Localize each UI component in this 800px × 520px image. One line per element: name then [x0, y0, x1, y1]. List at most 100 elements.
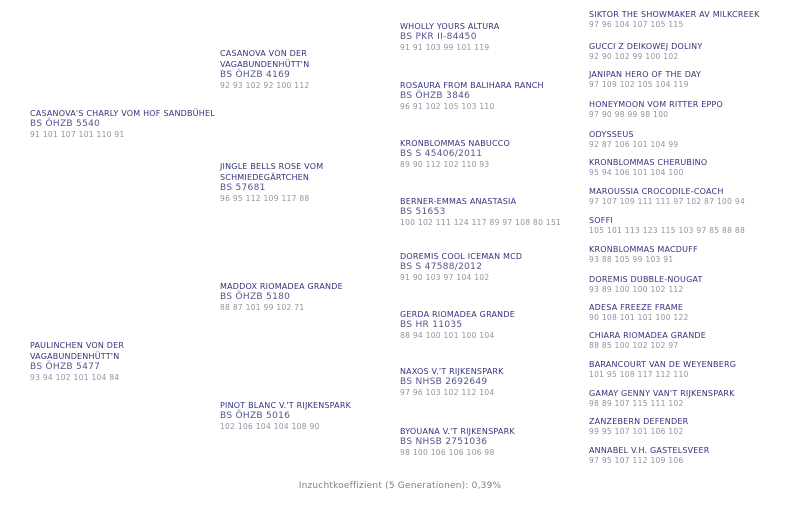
pedigree-entry: KRONBLOMMAS MACDUFF 93 88 105 99 103 91 [589, 244, 798, 265]
dog-name-link[interactable]: CASANOVA'S CHARLY VOM HOF SANDBÜHEL [30, 109, 215, 118]
registration-number: BS ÖHZB 5016 [220, 411, 291, 421]
dog-name-link[interactable]: JINGLE BELLS ROSE VOM SCHMIEDEGÄRTCHEN [220, 162, 324, 182]
score-values: 96 95 112 109 117 88 [220, 194, 310, 203]
pedigree-entry: ROSAURA FROM BALIHARA RANCH BS ÖHZB 3846… [400, 80, 586, 112]
registration-number: BS ÖHZB 5540 [30, 119, 101, 129]
dog-name-link[interactable]: PINOT BLANC V.'T RIJKENSPARK [220, 401, 352, 410]
dog-name-link[interactable]: BYOUANA V.'T RIJKENSPARK [400, 427, 515, 436]
pedigree-entry: GAMAY GENNY VAN'T RIJKENSPARK 98 89 107 … [589, 388, 798, 409]
dog-name-link[interactable]: CASANOVA VON DER VAGABUNDENHÜTT'N [220, 49, 310, 69]
pedigree-entry: JINGLE BELLS ROSE VOM SCHMIEDEGÄRTCHEN B… [220, 161, 396, 204]
pedigree-entry: BARANCOURT VAN DE WEYENBERG 101 95 108 1… [589, 359, 798, 380]
pedigree-entry: HONEYMOON VOM RITTER EPPO 97 90 98 99 98… [589, 99, 798, 120]
dog-name-link[interactable]: ANNABEL V.H. GASTELSVEER [589, 446, 710, 455]
score-values: 91 101 107 101 110 91 [30, 130, 125, 139]
registration-number: BS HR 11035 [400, 320, 463, 330]
pedigree-entry: KRONBLOMMAS NABUCCO BS S 45406/2011 89 9… [400, 138, 586, 170]
generation-4-column: SIKTOR THE SHOWMAKER AV MILKCREEK 97 96 … [589, 0, 798, 520]
dog-name-link[interactable]: SOFFI [589, 216, 613, 225]
dog-name-link[interactable]: KRONBLOMMAS NABUCCO [400, 139, 511, 148]
dog-name-link[interactable]: JANIPAN HERO OF THE DAY [589, 70, 702, 79]
registration-number: BS 51653 [400, 207, 446, 217]
score-values: 93 94 102 101 104 84 [30, 373, 120, 382]
registration-number: BS PKR II-84450 [400, 32, 477, 42]
pedigree-entry: GERDA RIOMADEA GRANDE BS HR 11035 88 94 … [400, 309, 586, 341]
score-values: 88 85 100 102 102 97 [589, 341, 679, 350]
pedigree-entry: BYOUANA V.'T RIJKENSPARK BS NHSB 2751036… [400, 426, 586, 458]
dog-name-link[interactable]: CHIARA RIOMADEA GRANDE [589, 331, 707, 340]
score-values: 88 87 101 99 102 71 [220, 303, 305, 312]
dog-name-link[interactable]: HONEYMOON VOM RITTER EPPO [589, 100, 724, 109]
dog-name-link[interactable]: GERDA RIOMADEA GRANDE [400, 310, 515, 319]
score-values: 92 90 102 99 100 102 [589, 52, 679, 61]
inbreeding-coefficient: Inzuchtkoeffizient (5 Generationen): 0,3… [298, 481, 502, 491]
score-values: 92 93 102 92 100 112 [220, 81, 310, 90]
registration-number: BS S 47588/2012 [400, 262, 483, 272]
score-values: 93 89 100 100 102 112 [589, 285, 684, 294]
dog-name-link[interactable]: PAULINCHEN VON DER VAGABUNDENHÜTT'N [30, 341, 125, 361]
generation-3-column: WHOLLY YOURS ALTURA BS PKR II-84450 91 9… [400, 0, 586, 520]
pedigree-entry: CHIARA RIOMADEA GRANDE 88 85 100 102 102… [589, 330, 798, 351]
score-values: 97 109 102 105 104 119 [589, 80, 689, 89]
dog-name-link[interactable]: ZANZEBERN DEFENDER [589, 417, 689, 426]
pedigree-entry: KRONBLOMMAS CHERUBINO 95 94 106 101 104 … [589, 157, 798, 178]
dog-name-link[interactable]: DOREMIS COOL ICEMAN MCD [400, 252, 523, 261]
score-values: 91 91 103 99 101 119 [400, 43, 490, 52]
score-values: 92 87 106 101 104 99 [589, 140, 679, 149]
dog-name-link[interactable]: BARANCOURT VAN DE WEYENBERG [589, 360, 737, 369]
registration-number: BS NHSB 2751036 [400, 437, 488, 447]
dog-name-link[interactable]: MADDOX RIOMADEA GRANDE [220, 282, 343, 291]
registration-number: BS 57681 [220, 183, 266, 193]
dog-name-link[interactable]: DOREMIS DUBBLE-NOUGAT [589, 275, 703, 284]
score-values: 96 91 102 105 103 110 [400, 102, 495, 111]
score-values: 100 102 111 124 117 89 97 108 80 151 [400, 218, 562, 227]
score-values: 97 90 98 99 98 100 [589, 110, 669, 119]
pedigree-entry: DOREMIS COOL ICEMAN MCD BS S 47588/2012 … [400, 251, 586, 283]
registration-number: BS NHSB 2692649 [400, 377, 488, 387]
score-values: 98 89 107 115 111 102 [589, 399, 684, 408]
score-values: 97 96 104 107 105 115 [589, 20, 684, 29]
pedigree-entry: ZANZEBERN DEFENDER 99 95 107 101 106 102 [589, 416, 798, 437]
score-values: 89 90 112 102 110 93 [400, 160, 490, 169]
pedigree-entry: BERNER-EMMAS ANASTASIA BS 51653 100 102 … [400, 196, 586, 228]
pedigree-entry: ANNABEL V.H. GASTELSVEER 97 95 107 112 1… [589, 445, 798, 466]
pedigree-entry: DOREMIS DUBBLE-NOUGAT 93 89 100 100 102 … [589, 274, 798, 295]
score-values: 91 90 103 97 104 102 [400, 273, 490, 282]
score-values: 99 95 107 101 106 102 [589, 427, 684, 436]
pedigree-entry: GUCCI Z DEIKOWEJ DOLINY 92 90 102 99 100… [589, 41, 798, 62]
dog-name-link[interactable]: WHOLLY YOURS ALTURA [400, 22, 500, 31]
dog-name-link[interactable]: KRONBLOMMAS MACDUFF [589, 245, 698, 254]
dog-name-link[interactable]: GUCCI Z DEIKOWEJ DOLINY [589, 42, 703, 51]
pedigree-entry: JANIPAN HERO OF THE DAY 97 109 102 105 1… [589, 69, 798, 90]
pedigree-entry: SOFFI 105 101 113 123 115 103 97 85 88 8… [589, 215, 798, 236]
score-values: 90 108 101 101 100 122 [589, 313, 689, 322]
dog-name-link[interactable]: SIKTOR THE SHOWMAKER AV MILKCREEK [589, 10, 760, 19]
generation-2-column: CASANOVA VON DER VAGABUNDENHÜTT'N BS ÖHZ… [220, 0, 396, 520]
dog-name-link[interactable]: ROSAURA FROM BALIHARA RANCH [400, 81, 544, 90]
dog-name-link[interactable]: ODYSSEUS [589, 130, 634, 139]
dog-name-link[interactable]: KRONBLOMMAS CHERUBINO [589, 158, 708, 167]
pedigree-entry: NAXOS V.'T RIJKENSPARK BS NHSB 2692649 9… [400, 366, 586, 398]
pedigree-entry: CASANOVA VON DER VAGABUNDENHÜTT'N BS ÖHZ… [220, 48, 396, 91]
pedigree-entry: CASANOVA'S CHARLY VOM HOF SANDBÜHEL BS Ö… [30, 108, 216, 140]
dog-name-link[interactable]: GAMAY GENNY VAN'T RIJKENSPARK [589, 389, 735, 398]
score-values: 88 94 100 101 100 104 [400, 331, 495, 340]
pedigree-entry: PAULINCHEN VON DER VAGABUNDENHÜTT'N BS Ö… [30, 340, 216, 383]
score-values: 97 96 103 102 112 104 [400, 388, 495, 397]
pedigree-entry: MADDOX RIOMADEA GRANDE BS ÖHZB 5180 88 8… [220, 281, 396, 313]
pedigree-entry: SIKTOR THE SHOWMAKER AV MILKCREEK 97 96 … [589, 9, 798, 30]
pedigree-entry: WHOLLY YOURS ALTURA BS PKR II-84450 91 9… [400, 21, 586, 53]
pedigree-entry: MAROUSSIA CROCODILE-COACH 97 107 109 111… [589, 186, 798, 207]
dog-name-link[interactable]: MAROUSSIA CROCODILE-COACH [589, 187, 724, 196]
registration-number: BS ÖHZB 3846 [400, 91, 471, 101]
dog-name-link[interactable]: NAXOS V.'T RIJKENSPARK [400, 367, 504, 376]
score-values: 95 94 106 101 104 100 [589, 168, 684, 177]
dog-name-link[interactable]: ADESA FREEZE FRAME [589, 303, 684, 312]
dog-name-link[interactable]: BERNER-EMMAS ANASTASIA [400, 197, 517, 206]
score-values: 93 88 105 99 103 91 [589, 255, 674, 264]
pedigree-entry: ADESA FREEZE FRAME 90 108 101 101 100 12… [589, 302, 798, 323]
score-values: 105 101 113 123 115 103 97 85 88 88 [589, 226, 746, 235]
registration-number: BS ÖHZB 4169 [220, 70, 291, 80]
registration-number: BS ÖHZB 5477 [30, 362, 101, 372]
score-values: 98 100 106 106 106 98 [400, 448, 495, 457]
